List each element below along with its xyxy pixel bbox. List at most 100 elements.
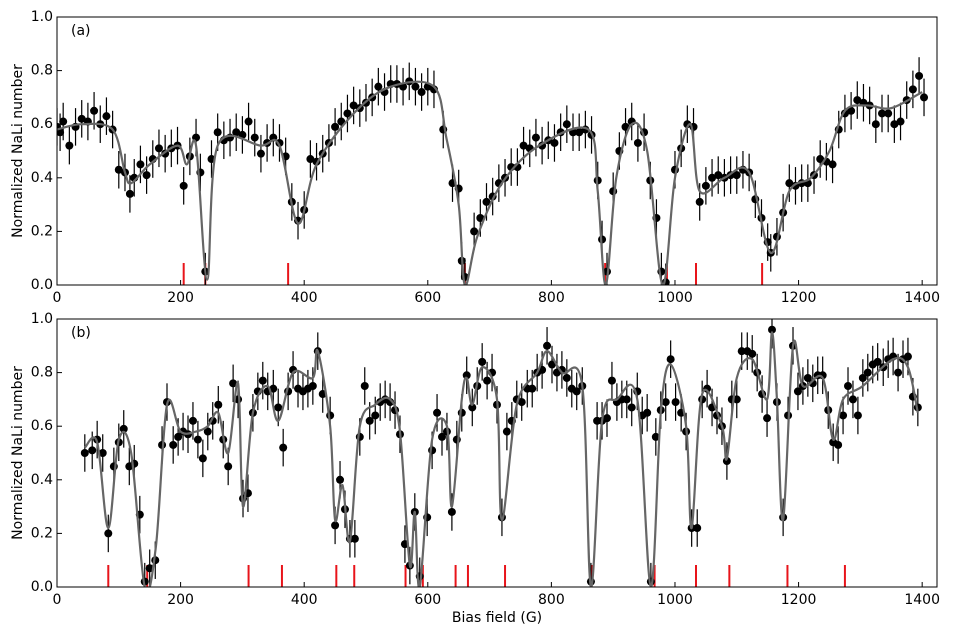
data-point <box>468 403 477 412</box>
data-point <box>476 214 485 222</box>
data-point <box>575 128 584 137</box>
data-point <box>894 368 903 377</box>
x-tick-label: 600 <box>414 290 441 306</box>
data-point <box>274 403 283 412</box>
data-point <box>447 507 456 516</box>
x-tick-label: 400 <box>291 290 318 306</box>
y-tick-label: 0.4 <box>31 170 53 186</box>
data-point <box>853 96 862 105</box>
data-point <box>502 427 511 436</box>
data-point <box>308 382 317 390</box>
data-point <box>763 414 772 423</box>
data-point <box>661 398 670 407</box>
data-point <box>871 120 880 129</box>
y-tick-label: 0.6 <box>31 418 53 434</box>
data-point <box>572 387 581 396</box>
x-tick-label: 800 <box>538 290 565 306</box>
plot-area <box>57 57 929 285</box>
data-point <box>562 120 571 129</box>
data-point <box>920 93 929 102</box>
fit-curve <box>57 80 923 285</box>
data-point <box>90 106 99 115</box>
data-point <box>229 379 238 388</box>
data-point <box>483 376 492 385</box>
data-point <box>548 360 556 369</box>
data-point <box>643 408 652 417</box>
panel-label: (b) <box>71 325 91 341</box>
y-axis-label: Normalized NaLi number <box>10 64 26 238</box>
data-point <box>154 144 163 153</box>
data-point <box>732 171 741 180</box>
data-point <box>77 114 86 123</box>
y-tick-label: 0.0 <box>31 579 53 595</box>
data-point <box>844 382 853 390</box>
data-point <box>119 424 128 433</box>
x-tick-label: 0 <box>53 592 62 608</box>
data-point <box>213 128 222 137</box>
data-point <box>701 181 710 190</box>
x-tick-label: 1400 <box>904 592 940 608</box>
data-point <box>98 449 107 457</box>
data-point <box>816 155 825 164</box>
x-tick-label: 1400 <box>904 290 940 306</box>
x-tick-label: 1000 <box>657 592 693 608</box>
data-point <box>350 534 359 543</box>
data-point <box>374 82 383 91</box>
data-point <box>748 349 757 358</box>
x-tick-label: 1200 <box>781 290 817 306</box>
data-point <box>671 398 680 407</box>
data-point <box>169 440 178 449</box>
data-point <box>847 106 856 115</box>
data-point <box>114 165 123 174</box>
data-point <box>145 564 154 573</box>
data-point <box>136 160 145 169</box>
data-point <box>873 357 882 366</box>
data-point <box>693 524 702 533</box>
y-tick-label: 1.0 <box>31 311 53 327</box>
data-point <box>59 117 68 126</box>
fit-curve <box>84 331 919 587</box>
panel-label: (a) <box>71 23 91 39</box>
data-point <box>360 382 369 390</box>
data-point <box>104 529 113 538</box>
data-point <box>306 155 315 164</box>
data-point <box>256 149 265 158</box>
y-tick-label: 0.0 <box>31 277 53 293</box>
data-point <box>188 416 197 425</box>
data-point <box>768 325 776 334</box>
data-point <box>633 138 642 147</box>
data-point <box>848 395 857 404</box>
data-point <box>224 462 233 471</box>
y-tick-label: 0.8 <box>31 365 53 381</box>
data-point <box>279 443 288 452</box>
data-point <box>57 128 65 137</box>
data-point <box>884 109 893 118</box>
data-point <box>349 101 358 110</box>
data-point <box>839 411 848 420</box>
data-point <box>666 355 675 364</box>
data-point <box>708 173 717 182</box>
y-tick-label: 0.2 <box>31 223 53 239</box>
x-tick-label: 1000 <box>657 290 693 306</box>
data-point <box>603 414 611 423</box>
data-point <box>80 449 89 457</box>
data-point <box>88 446 97 455</box>
data-point <box>828 160 837 169</box>
data-point <box>528 384 537 393</box>
data-point <box>519 141 528 150</box>
data-point <box>878 109 886 118</box>
data-point <box>244 117 253 126</box>
data-point <box>203 427 212 436</box>
data-point <box>125 189 134 198</box>
data-point <box>785 179 794 188</box>
data-point <box>179 181 188 190</box>
data-point <box>683 120 692 129</box>
data-point <box>695 197 704 206</box>
data-point <box>193 435 202 444</box>
data-point <box>737 347 746 356</box>
data-point <box>336 475 345 484</box>
y-tick-label: 1.0 <box>31 9 53 25</box>
y-tick-label: 0.4 <box>31 472 53 488</box>
data-point <box>853 411 862 420</box>
data-point <box>331 521 340 530</box>
